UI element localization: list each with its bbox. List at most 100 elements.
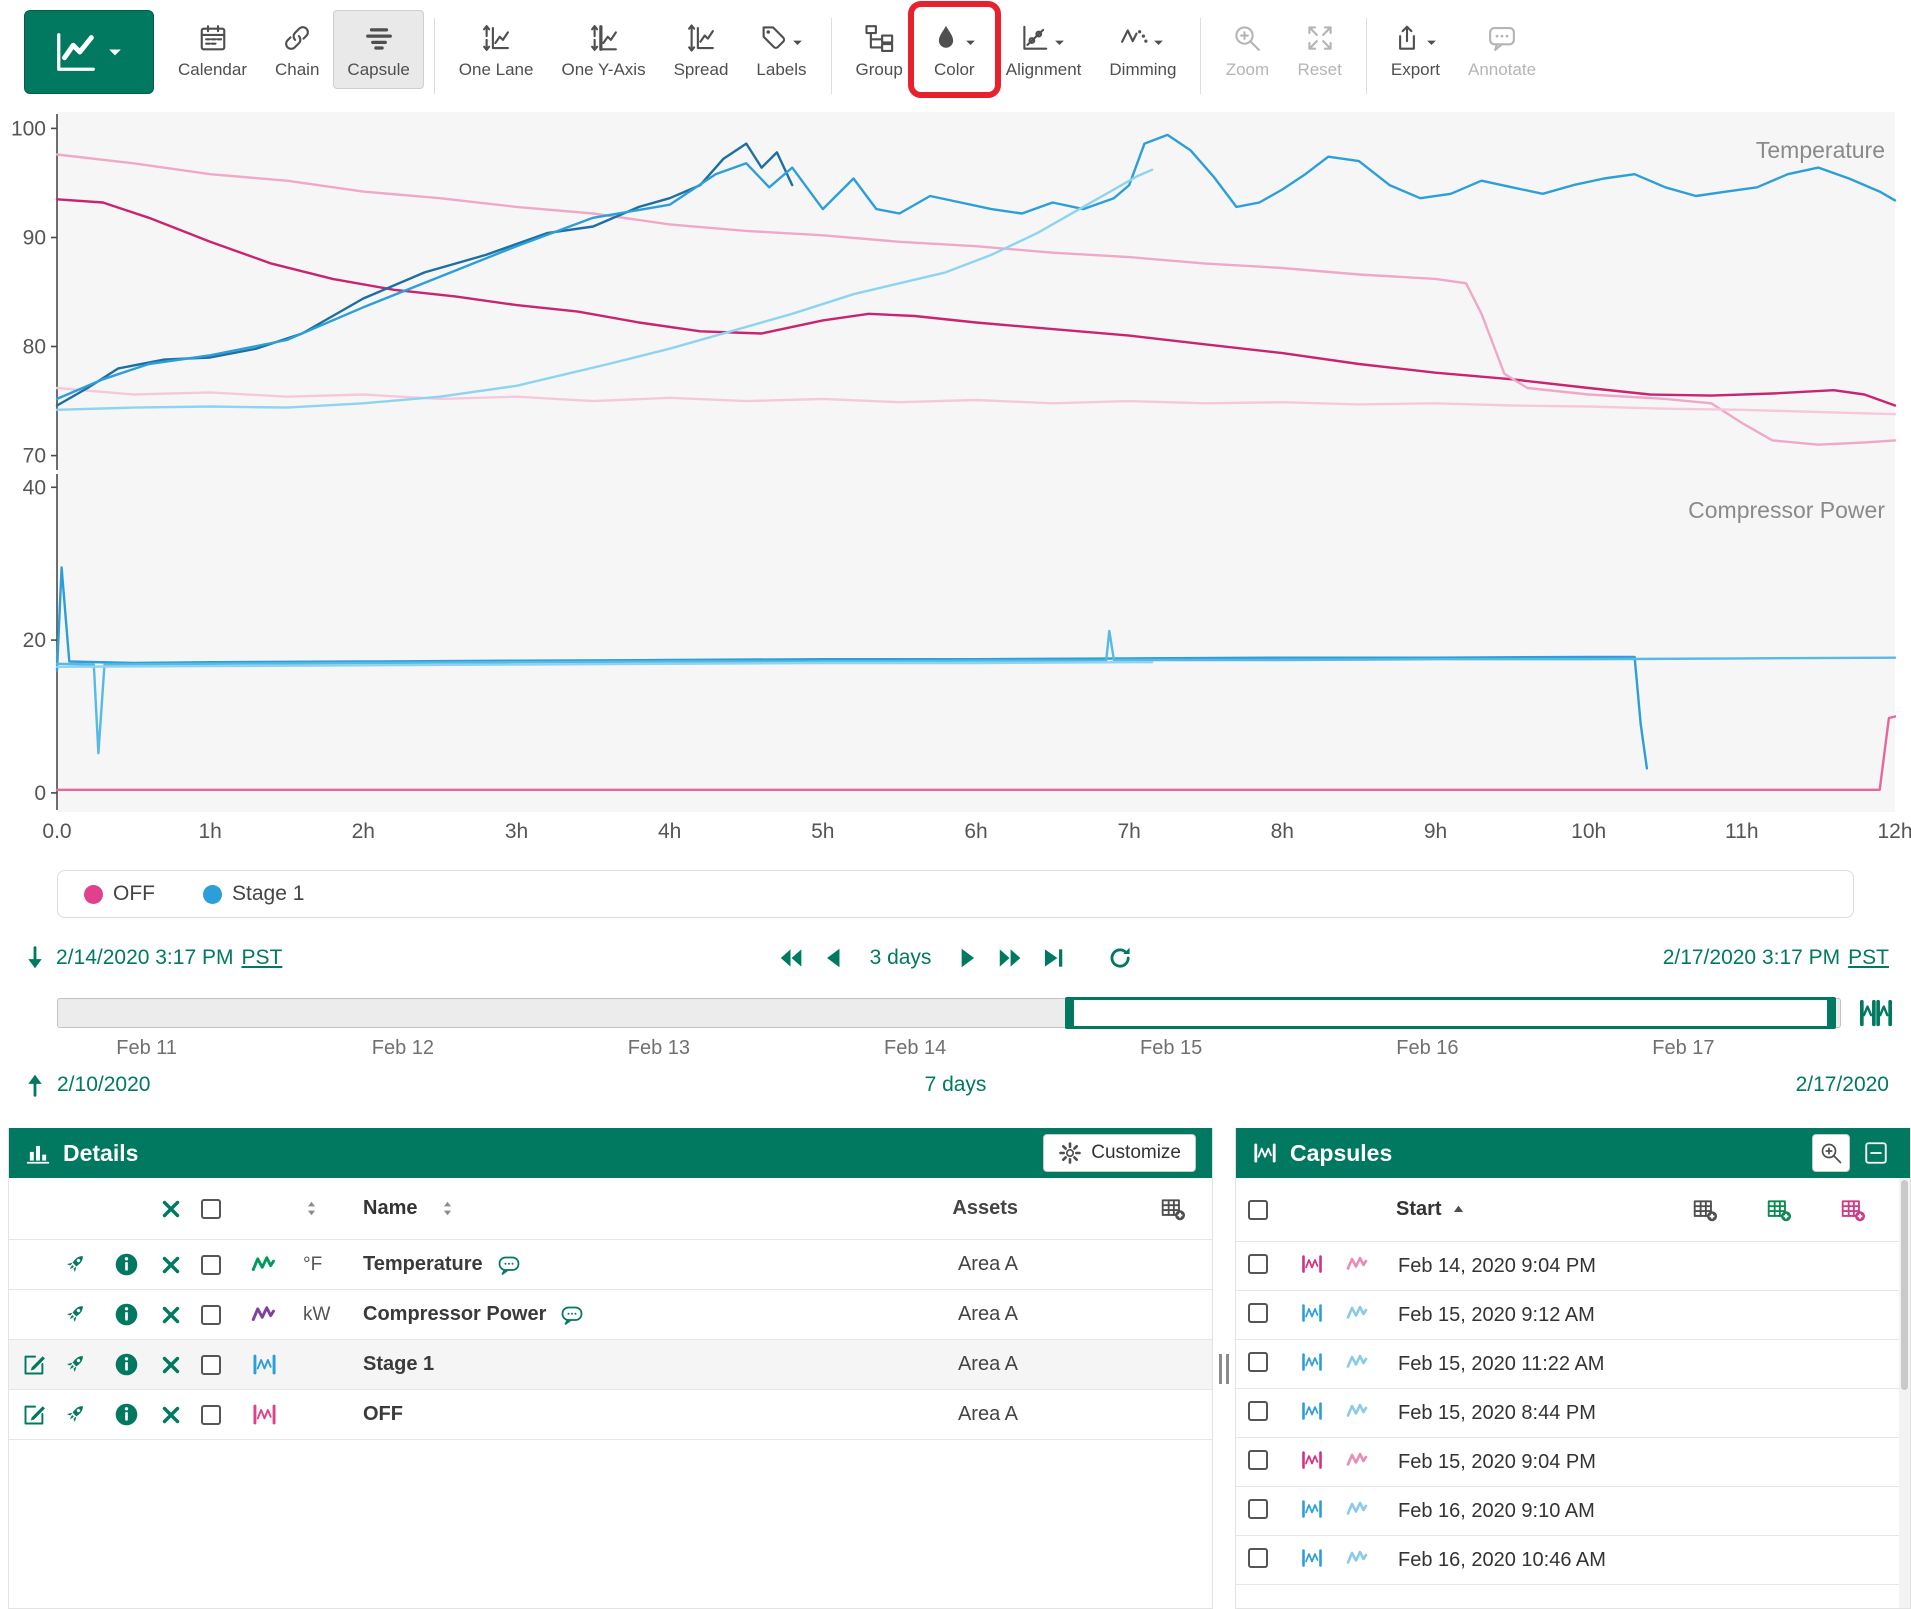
item-name[interactable]: OFF	[363, 1403, 403, 1426]
info-icon[interactable]	[113, 1351, 140, 1378]
details-row-stage-1[interactable]: Stage 1Area A	[9, 1340, 1212, 1390]
main-toolbar: CalendarChainCapsule One LaneOne Y-AxisSp…	[0, 0, 1911, 112]
edit-icon[interactable]	[21, 1351, 48, 1378]
capsules-table-rows: Feb 14, 2020 9:04 PMFeb 15, 2020 9:12 AM…	[1236, 1242, 1910, 1585]
remove-icon[interactable]	[159, 1303, 183, 1327]
info-icon[interactable]	[113, 1301, 140, 1328]
capsules-scrollbar[interactable]	[1899, 1178, 1910, 1608]
remove-icon[interactable]	[159, 1403, 183, 1427]
capsule-row[interactable]: Feb 16, 2020 9:10 AM	[1236, 1487, 1910, 1536]
add-signal-column-icon[interactable]	[1766, 1197, 1792, 1223]
one-lane-icon	[481, 23, 511, 53]
capsules-zoom-button[interactable]	[1812, 1134, 1850, 1172]
capsule-row[interactable]: Feb 15, 2020 11:22 AM	[1236, 1340, 1910, 1389]
toolbar-button-one-lane[interactable]: One Lane	[445, 10, 548, 89]
step-back-half-icon[interactable]	[821, 945, 847, 971]
add-column-icon[interactable]	[1692, 1197, 1718, 1223]
item-name[interactable]: Stage 1	[363, 1353, 434, 1376]
toolbar-button-labels[interactable]: Labels	[742, 10, 820, 89]
row-checkbox[interactable]	[1248, 1303, 1268, 1323]
move-range-up-icon[interactable]	[22, 1072, 48, 1098]
assets-column-header[interactable]: Assets	[832, 1197, 1032, 1220]
timeline-selection[interactable]	[1065, 997, 1837, 1029]
display-range-end-date[interactable]: 2/17/2020 3:17 PM	[1663, 946, 1840, 970]
row-checkbox[interactable]	[201, 1305, 221, 1325]
panel-resize-handle[interactable]	[1213, 1128, 1235, 1609]
row-checkbox[interactable]	[1248, 1499, 1268, 1519]
capsules-select-all-checkbox[interactable]	[1248, 1200, 1268, 1220]
capsule-row[interactable]: Feb 15, 2020 9:12 AM	[1236, 1291, 1910, 1340]
rocket-icon[interactable]	[61, 1401, 88, 1428]
toolbar-button-one-y-axis[interactable]: One Y-Axis	[547, 10, 659, 89]
row-checkbox[interactable]	[1248, 1254, 1268, 1274]
capsule-row[interactable]: Feb 14, 2020 9:04 PM	[1236, 1242, 1910, 1291]
add-column-icon[interactable]	[1160, 1196, 1186, 1222]
toolbar-button-color[interactable]: Color	[917, 10, 992, 89]
remove-icon[interactable]	[159, 1353, 183, 1377]
rocket-icon[interactable]	[61, 1251, 88, 1278]
info-icon[interactable]	[113, 1251, 140, 1278]
item-name[interactable]: Compressor Power	[363, 1303, 546, 1326]
row-checkbox[interactable]	[201, 1255, 221, 1275]
toolbar-button-group[interactable]: Group	[842, 10, 917, 89]
row-checkbox[interactable]	[201, 1355, 221, 1375]
annotation-icon[interactable]	[560, 1303, 584, 1327]
remove-all-icon[interactable]	[159, 1197, 183, 1221]
item-name[interactable]: Temperature	[363, 1253, 483, 1276]
rocket-icon[interactable]	[61, 1351, 88, 1378]
row-checkbox[interactable]	[201, 1405, 221, 1425]
capsule-time-toggle[interactable]	[1855, 993, 1897, 1033]
timeline-end-date[interactable]: 2/17/2020	[1796, 1073, 1889, 1097]
toolbar-button-alignment[interactable]: Alignment	[992, 10, 1096, 89]
customize-button[interactable]: Customize	[1043, 1134, 1196, 1172]
toolbar-separator	[1200, 18, 1201, 94]
toolbar-button-spread[interactable]: Spread	[660, 10, 743, 89]
annotation-icon[interactable]	[497, 1253, 521, 1277]
display-range-start-date[interactable]: 2/14/2020 3:17 PM	[56, 946, 233, 970]
start-column-header[interactable]: Start	[1396, 1198, 1442, 1221]
step-to-now-icon[interactable]	[1040, 945, 1066, 971]
signal-wave-icon	[1346, 1497, 1370, 1521]
details-row-temperature[interactable]: °FTemperatureArea A	[9, 1240, 1212, 1290]
chart-lane-compressor-power[interactable]: 02040Compressor Power	[0, 472, 1911, 812]
refresh-icon[interactable]	[1107, 945, 1133, 971]
step-forward-full-icon[interactable]	[997, 945, 1023, 971]
add-condition-column-icon[interactable]	[1840, 1197, 1866, 1223]
step-forward-half-icon[interactable]	[954, 945, 980, 971]
sort-icon[interactable]	[439, 1200, 456, 1217]
row-checkbox[interactable]	[1248, 1450, 1268, 1470]
chart-lane-temperature[interactable]: 708090100Temperature	[0, 112, 1911, 472]
view-mode-selector[interactable]	[24, 10, 154, 94]
capsule-row[interactable]: Feb 16, 2020 10:46 AM	[1236, 1536, 1910, 1585]
toolbar-button-dimming[interactable]: Dimming	[1095, 10, 1190, 89]
row-checkbox[interactable]	[1248, 1401, 1268, 1421]
timeline-start-date[interactable]: 2/10/2020	[57, 1073, 150, 1097]
details-select-all-checkbox[interactable]	[201, 1199, 221, 1219]
details-row-off[interactable]: OFFArea A	[9, 1390, 1212, 1440]
display-range-duration[interactable]: 3 days	[870, 946, 932, 970]
toolbar-button-export[interactable]: Export	[1377, 10, 1454, 89]
timezone-link[interactable]: PST	[1848, 946, 1889, 970]
chart-lanes[interactable]: 708090100Temperature02040Compressor Powe…	[0, 112, 1911, 812]
toolbar-button-chain[interactable]: Chain	[261, 10, 333, 89]
capsules-collapse-button[interactable]	[1858, 1134, 1894, 1172]
timezone-link[interactable]: PST	[241, 946, 282, 970]
step-back-full-icon[interactable]	[778, 945, 804, 971]
capsule-row[interactable]: Feb 15, 2020 9:04 PM	[1236, 1438, 1910, 1487]
name-column-header[interactable]: Name	[363, 1197, 417, 1220]
toolbar-button-capsule[interactable]: Capsule	[333, 10, 423, 89]
timeline-duration[interactable]: 7 days	[925, 1073, 987, 1097]
move-range-down-icon[interactable]	[22, 945, 48, 971]
details-row-compressor-power[interactable]: kWCompressor PowerArea A	[9, 1290, 1212, 1340]
timeline-track[interactable]	[57, 998, 1841, 1028]
info-icon[interactable]	[113, 1401, 140, 1428]
row-checkbox[interactable]	[1248, 1548, 1268, 1568]
toolbar-button-calendar[interactable]: Calendar	[164, 10, 261, 89]
trend-chart[interactable]: 708090100Temperature02040Compressor Powe…	[0, 112, 1911, 858]
sort-icon[interactable]	[303, 1200, 320, 1217]
rocket-icon[interactable]	[61, 1301, 88, 1328]
row-checkbox[interactable]	[1248, 1352, 1268, 1372]
remove-icon[interactable]	[159, 1253, 183, 1277]
edit-icon[interactable]	[21, 1401, 48, 1428]
capsule-row[interactable]: Feb 15, 2020 8:44 PM	[1236, 1389, 1910, 1438]
